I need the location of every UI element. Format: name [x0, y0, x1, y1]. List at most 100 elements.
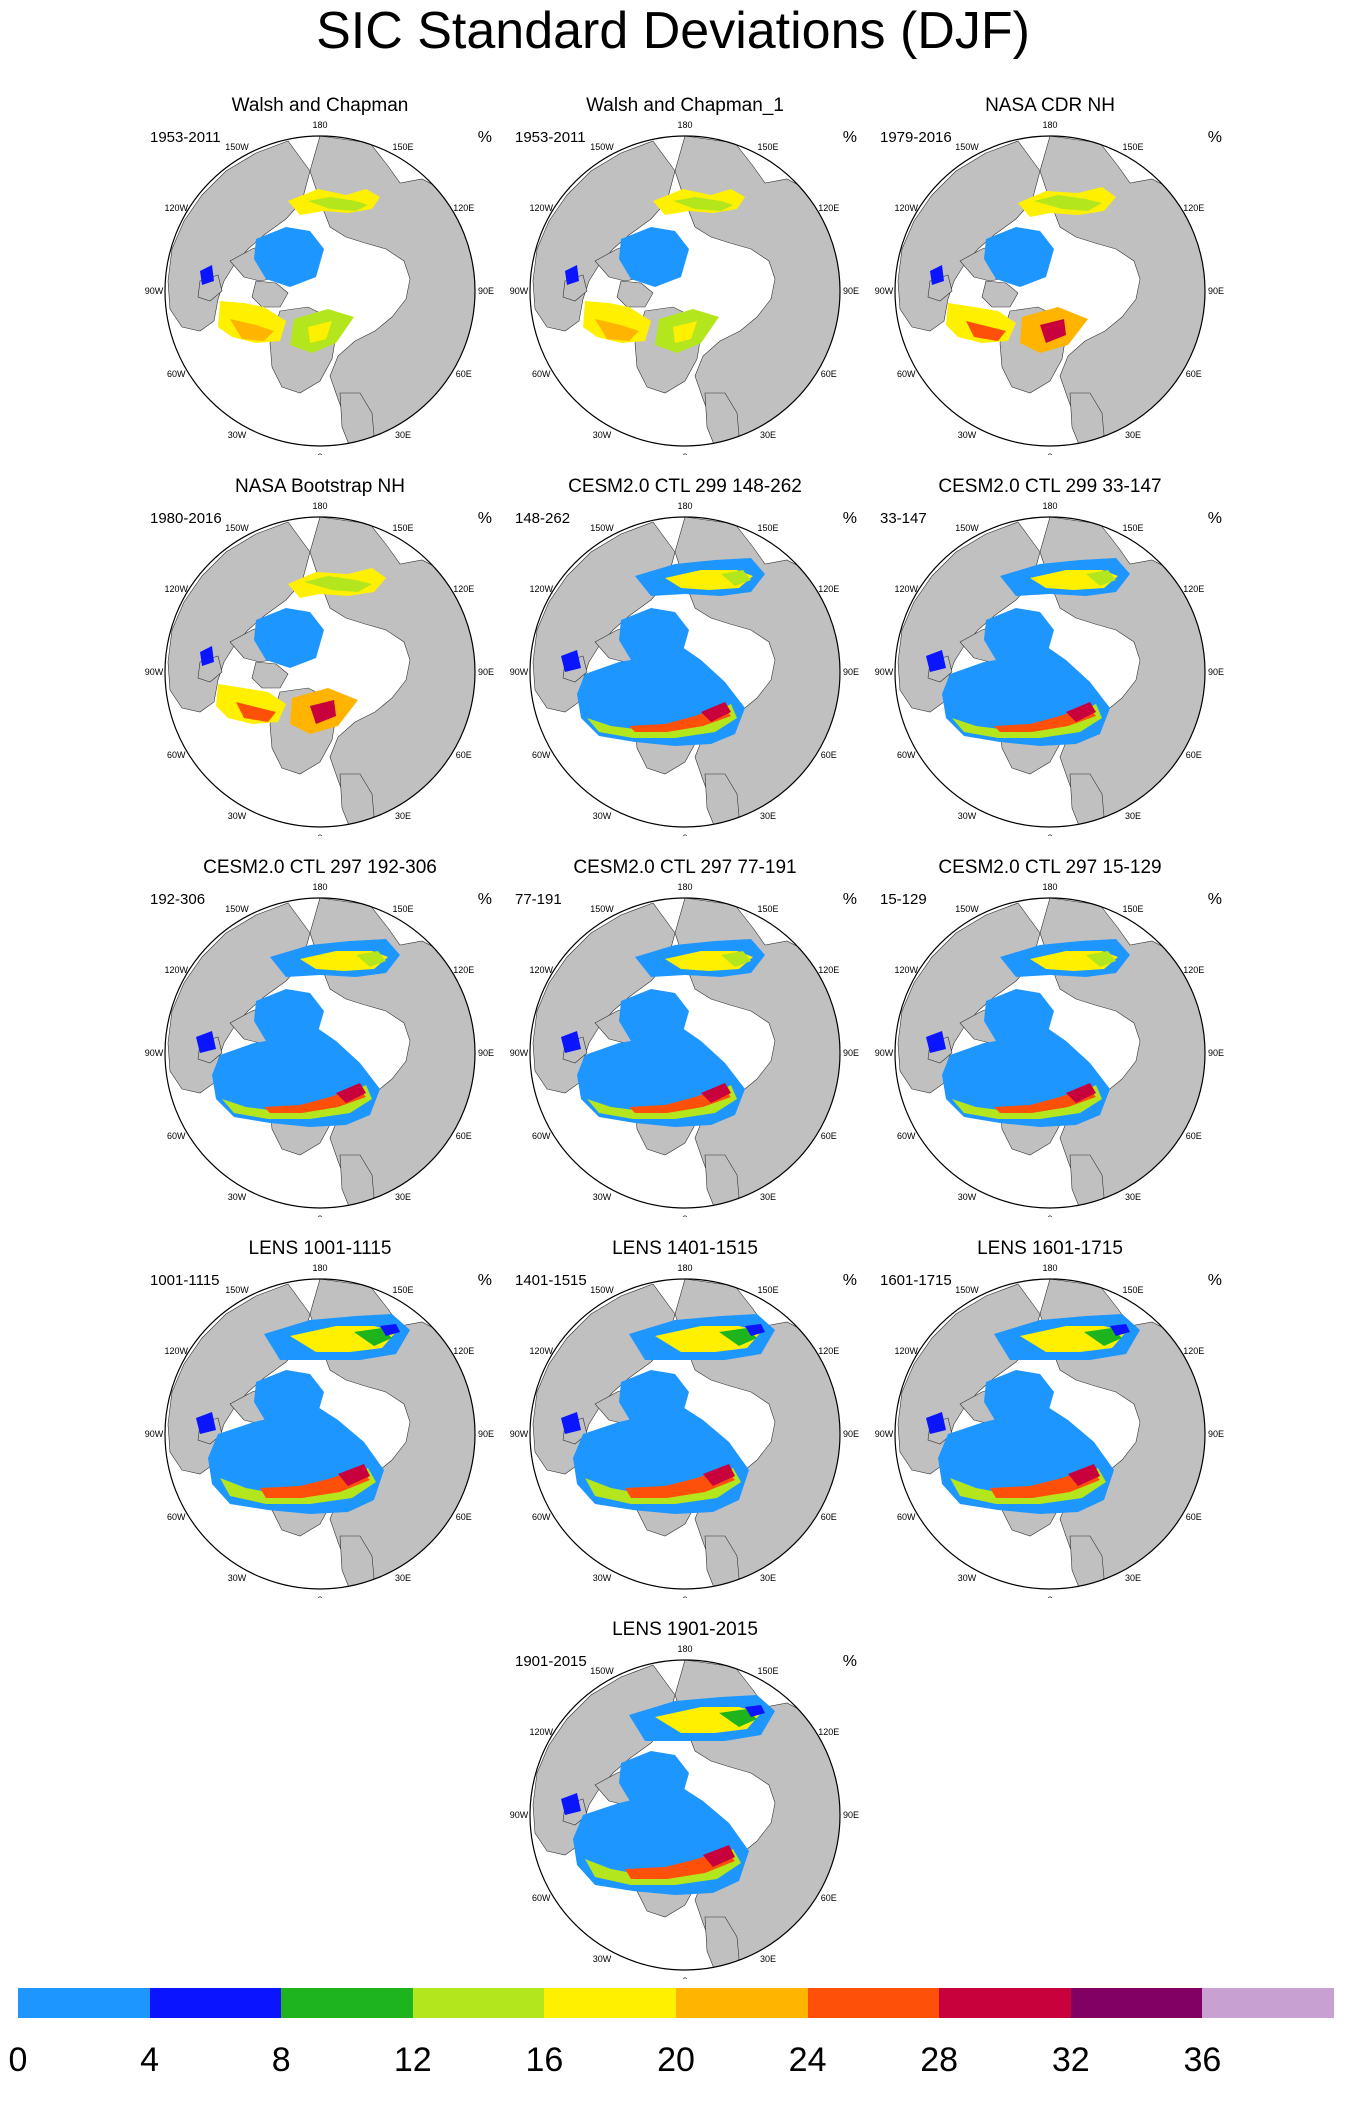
sea-ice-stddev-area	[984, 608, 1054, 668]
panel-unit: %	[842, 510, 857, 527]
sea-ice-stddev-area	[230, 319, 274, 341]
land-mass	[251, 661, 289, 689]
sea-ice-stddev-area	[254, 989, 324, 1049]
longitude-label: 150E	[757, 1666, 778, 1676]
panel-unit: %	[1207, 891, 1222, 908]
sea-ice-stddev-area	[354, 1328, 392, 1346]
longitude-label: 180	[677, 120, 692, 130]
sea-ice-stddev-area	[308, 197, 368, 211]
map-panel: CESM2.0 CTL 299 148-262 148-262% 180 150E 12…	[505, 476, 865, 836]
longitude-label: 90W	[875, 1048, 894, 1058]
longitude-label: 150W	[590, 1666, 614, 1676]
map-boundary	[164, 516, 476, 828]
panel-title: CESM2.0 CTL 297 15-129	[938, 857, 1162, 878]
longitude-label: 120E	[453, 584, 474, 594]
longitude-label: 30W	[593, 811, 612, 821]
sea-ice-stddev-area	[1040, 319, 1066, 343]
panel-years: 1901-2015	[515, 1653, 587, 1670]
sea-ice-stddev-area	[1034, 195, 1102, 211]
sea-ice-stddev-area	[565, 265, 579, 285]
sea-ice-stddev-area	[1086, 951, 1116, 967]
longitude-label: 150W	[225, 142, 249, 152]
map-boundary	[164, 897, 476, 1209]
longitude-label: 30W	[593, 1192, 612, 1202]
longitude-label: 30W	[958, 1573, 977, 1583]
polar-map: 180 150E 120E 90E 60E 30E 0 30W 60W 90W 120W 150W	[145, 501, 494, 836]
longitude-label: 90E	[843, 1048, 859, 1058]
longitude-label: 120E	[1183, 1346, 1204, 1356]
panel-unit: %	[842, 891, 857, 908]
sea-ice-stddev-area	[619, 1751, 689, 1811]
sea-ice-stddev-area	[587, 704, 737, 738]
panel-title: CESM2.0 CTL 297 77-191	[573, 857, 797, 878]
sea-ice-stddev-area	[984, 989, 1054, 1049]
longitude-label: 30E	[1125, 811, 1141, 821]
sea-ice-stddev-area	[619, 989, 689, 1049]
colorbar-segment	[18, 1988, 151, 2018]
sea-ice-stddev-area	[585, 1468, 741, 1504]
longitude-label: 60E	[821, 1893, 837, 1903]
longitude-label: 30W	[958, 1192, 977, 1202]
longitude-label: 60W	[167, 1131, 186, 1141]
longitude-label: 180	[677, 1263, 692, 1273]
colorbar-tick-label: 4	[140, 2041, 160, 2079]
longitude-label: 60W	[532, 369, 551, 379]
panel-title: Walsh and Chapman	[231, 95, 409, 116]
panel-years: 192-306	[150, 891, 206, 908]
longitude-label: 90E	[843, 667, 859, 677]
longitude-label: 180	[312, 1263, 327, 1273]
longitude-label: 60E	[821, 369, 837, 379]
sea-ice-stddev-area	[701, 702, 731, 722]
colorbar-segment	[1202, 1988, 1335, 2018]
longitude-label: 0	[317, 1595, 322, 1598]
longitude-label: 30W	[228, 811, 247, 821]
land-mass	[981, 280, 1019, 308]
panel-unit: %	[1207, 510, 1222, 527]
longitude-label: 90W	[510, 286, 529, 296]
polar-map: 180 150E 120E 90E 60E 30E 0 30W 60W 90W 120W 150W	[875, 882, 1224, 1217]
map-boundary	[164, 135, 476, 447]
longitude-label: 0	[682, 1976, 687, 1979]
polar-map: 180 150E 120E 90E 60E 30E 0 30W 60W 90W 120W 150W	[875, 501, 1224, 836]
longitude-label: 90E	[1208, 286, 1224, 296]
sea-ice-stddev-area	[561, 1412, 581, 1434]
longitude-label: 30E	[395, 811, 411, 821]
sea-ice-stddev-area	[336, 1083, 366, 1103]
panel-years: 1980-2016	[150, 510, 222, 527]
longitude-label: 60E	[456, 750, 472, 760]
longitude-label: 30W	[228, 430, 247, 440]
sea-ice-stddev-area	[950, 1468, 1106, 1504]
longitude-label: 30W	[593, 1573, 612, 1583]
sea-ice-stddev-area	[1066, 702, 1096, 722]
sea-ice-stddev-area	[561, 1793, 581, 1815]
longitude-label: 120E	[1183, 584, 1204, 594]
longitude-label: 60W	[167, 369, 186, 379]
panel-title: LENS 1601-1715	[977, 1238, 1123, 1259]
longitude-label: 120E	[453, 965, 474, 975]
longitude-label: 90W	[510, 1048, 529, 1058]
longitude-label: 150W	[955, 904, 979, 914]
colorbar-segment	[676, 1988, 809, 2018]
sea-ice-stddev-area	[984, 1370, 1054, 1430]
longitude-label: 0	[682, 452, 687, 455]
longitude-label: 150W	[225, 523, 249, 533]
longitude-label: 180	[1042, 1263, 1057, 1273]
longitude-label: 60E	[1186, 1131, 1202, 1141]
longitude-label: 120W	[164, 203, 188, 213]
sea-ice-stddev-area	[1084, 1328, 1122, 1346]
sea-ice-stddev-area	[1066, 1083, 1096, 1103]
colorbar-tick-label: 24	[788, 2041, 827, 2079]
longitude-label: 60W	[897, 1512, 916, 1522]
colorbar-segment	[939, 1988, 1072, 2018]
longitude-label: 90W	[875, 667, 894, 677]
longitude-label: 120E	[818, 203, 839, 213]
longitude-label: 120E	[453, 1346, 474, 1356]
panel-years: 77-191	[515, 891, 562, 908]
longitude-label: 30E	[395, 1573, 411, 1583]
panel-years: 1953-2011	[515, 129, 586, 146]
longitude-label: 150E	[757, 142, 778, 152]
longitude-label: 120W	[529, 584, 553, 594]
sea-ice-stddev-area	[585, 1849, 741, 1885]
sea-ice-stddev-area	[254, 608, 324, 668]
sea-ice-stddev-area	[619, 227, 689, 287]
